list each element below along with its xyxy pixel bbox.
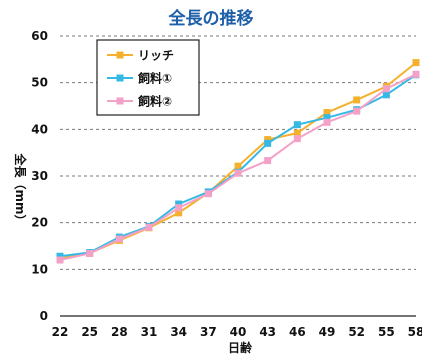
data-point bbox=[412, 59, 420, 67]
y-tick-label: 20 bbox=[31, 216, 48, 230]
data-point bbox=[323, 114, 331, 122]
data-point bbox=[293, 135, 301, 143]
x-tick-label: 58 bbox=[408, 325, 422, 339]
grid-lines bbox=[60, 35, 416, 270]
data-point bbox=[234, 162, 242, 170]
x-axis-label: 日齢 bbox=[228, 340, 253, 355]
data-point bbox=[145, 223, 153, 231]
x-tick-label: 31 bbox=[141, 325, 158, 339]
data-point bbox=[382, 85, 390, 93]
data-point bbox=[56, 252, 64, 260]
data-point bbox=[234, 169, 242, 177]
data-point bbox=[323, 118, 331, 126]
data-point bbox=[412, 70, 420, 78]
y-tick-label: 40 bbox=[31, 122, 48, 136]
data-point bbox=[264, 136, 272, 144]
legend-marker bbox=[116, 74, 124, 82]
x-tick-label: 22 bbox=[52, 325, 69, 339]
data-point bbox=[382, 91, 390, 99]
x-tick-label: 37 bbox=[200, 325, 217, 339]
data-point bbox=[175, 209, 183, 217]
series-3 bbox=[56, 70, 420, 264]
x-tick-label: 52 bbox=[348, 325, 365, 339]
data-point bbox=[204, 190, 212, 198]
legend-label: 飼料② bbox=[137, 94, 172, 109]
data-point bbox=[293, 121, 301, 129]
data-point bbox=[115, 235, 123, 243]
data-point bbox=[56, 256, 64, 264]
legend-marker bbox=[116, 51, 124, 59]
legend-item: 飼料② bbox=[107, 94, 172, 109]
legend-marker bbox=[116, 97, 124, 105]
y-tick-label: 10 bbox=[31, 262, 48, 276]
y-tick-label: 30 bbox=[31, 169, 48, 183]
x-tick-label: 34 bbox=[170, 325, 187, 339]
chart-title: 全長の推移 bbox=[168, 9, 254, 29]
data-point bbox=[353, 96, 361, 104]
y-tick-label: 60 bbox=[31, 29, 48, 43]
y-axis-label: 全長（mm） bbox=[13, 152, 28, 226]
x-tick-label: 28 bbox=[111, 325, 128, 339]
x-tick-label: 43 bbox=[259, 325, 276, 339]
data-point bbox=[323, 109, 331, 117]
data-point bbox=[264, 139, 272, 147]
y-tick-labels: 0 10 20 30 40 50 60 bbox=[31, 29, 48, 323]
legend-item: リッチ bbox=[107, 49, 174, 63]
data-point bbox=[175, 204, 183, 212]
legend-label: リッチ bbox=[138, 49, 174, 63]
x-tick-label: 40 bbox=[230, 325, 247, 339]
data-point bbox=[175, 200, 183, 208]
x-tick-label: 46 bbox=[289, 325, 306, 339]
x-tick-label: 49 bbox=[319, 325, 336, 339]
data-point bbox=[293, 129, 301, 137]
y-tick-label: 0 bbox=[40, 309, 48, 323]
data-point bbox=[86, 249, 94, 257]
x-tick-labels: 22 25 28 31 34 37 40 43 46 49 52 55 58 bbox=[52, 325, 422, 339]
legend-item: 飼料① bbox=[107, 71, 172, 86]
data-point bbox=[264, 157, 272, 165]
x-tick-label: 55 bbox=[378, 325, 395, 339]
legend-label: 飼料① bbox=[137, 71, 172, 86]
data-point bbox=[353, 107, 361, 115]
series-group bbox=[56, 59, 420, 264]
y-tick-label: 50 bbox=[31, 76, 48, 90]
x-tick-label: 25 bbox=[81, 325, 98, 339]
